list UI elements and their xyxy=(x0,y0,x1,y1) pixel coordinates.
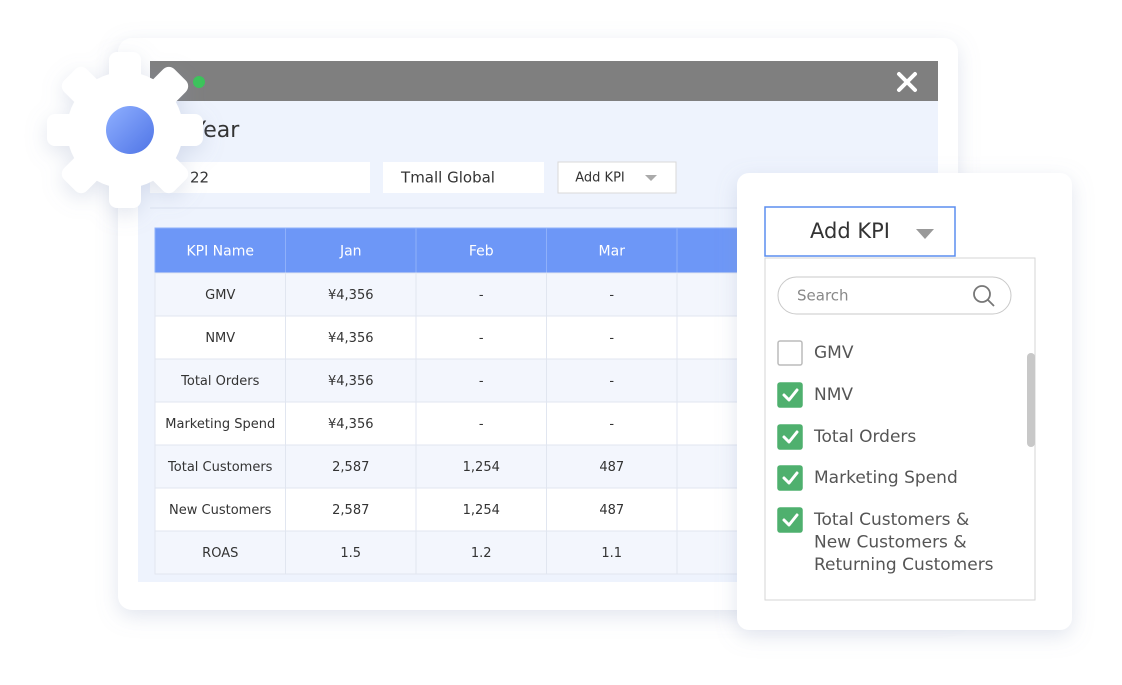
cell-text: 487 xyxy=(599,460,624,475)
cell-text: NMV xyxy=(205,331,235,346)
table-cell xyxy=(546,358,678,403)
table-cell xyxy=(546,487,678,532)
table-cell xyxy=(676,272,740,317)
cell-text: 1.2 xyxy=(471,546,492,561)
filter-label: Tmall Global xyxy=(400,169,495,187)
table-cell xyxy=(415,401,547,446)
checkmark xyxy=(782,513,799,527)
cell-text: - xyxy=(479,331,484,346)
filter-box[interactable] xyxy=(383,162,544,193)
option-label: Returning Customers xyxy=(814,555,994,575)
checkbox[interactable] xyxy=(777,382,803,408)
cell-text: - xyxy=(609,288,614,303)
table-cell xyxy=(415,315,547,360)
table-cell xyxy=(154,272,286,317)
checkmark xyxy=(782,388,799,402)
cell-text: 1.5 xyxy=(340,546,361,561)
header-cell xyxy=(415,227,547,274)
option-label: Marketing Spend xyxy=(814,468,958,488)
table-cell xyxy=(154,315,286,360)
checkmark xyxy=(782,430,799,444)
scrollbar xyxy=(1027,353,1035,447)
table-cell xyxy=(676,444,740,489)
table-cell xyxy=(285,358,417,403)
header-label: KPI Name xyxy=(186,244,254,260)
cell-text: ¥4,356 xyxy=(328,331,374,346)
table-cell xyxy=(415,358,547,403)
checkmark xyxy=(782,471,799,485)
search-icon xyxy=(973,285,995,307)
table-cell xyxy=(546,401,678,446)
cell-text: 2,587 xyxy=(332,503,369,518)
table-cell xyxy=(285,315,417,360)
gear-icon xyxy=(47,52,203,208)
dropdown-arrow xyxy=(916,229,934,239)
filter-label: Add KPI xyxy=(575,171,625,186)
table-cell xyxy=(285,401,417,446)
checkbox[interactable] xyxy=(777,507,803,533)
header-label: Mar xyxy=(599,244,626,260)
search-box[interactable] xyxy=(777,276,1012,315)
table-cell xyxy=(154,401,286,446)
table-cell xyxy=(676,530,740,575)
header-label: Feb xyxy=(469,244,494,260)
close-button[interactable] xyxy=(897,72,917,92)
option-label: New Customers & xyxy=(814,533,967,553)
cell-text: ROAS xyxy=(202,546,238,561)
cell-text: GMV xyxy=(205,288,235,303)
cell-text: - xyxy=(479,374,484,389)
cell-text: 1.1 xyxy=(601,546,622,561)
cell-text: 1,254 xyxy=(463,460,500,475)
cell-text: - xyxy=(479,288,484,303)
checkbox[interactable] xyxy=(777,340,803,366)
table-cell xyxy=(415,530,547,575)
cell-text: Total Orders xyxy=(180,374,259,389)
cell-text: ¥4,356 xyxy=(328,288,374,303)
cell-text: New Customers xyxy=(169,503,272,518)
header-label: Jan xyxy=(339,244,362,260)
option-label: GMV xyxy=(814,343,854,363)
cell-text: ¥4,356 xyxy=(328,374,374,389)
table-cell xyxy=(546,530,678,575)
add-kpi-label: Add KPI xyxy=(810,219,890,243)
option-label: Total Customers & xyxy=(813,510,969,530)
option-label: NMV xyxy=(814,385,853,405)
cell-text: 2,587 xyxy=(332,460,369,475)
cell-text: - xyxy=(479,417,484,432)
filter-box[interactable] xyxy=(557,161,677,194)
table-cell xyxy=(676,401,740,446)
checkbox[interactable] xyxy=(777,424,803,450)
header-cell xyxy=(676,227,740,274)
cell-text: Total Customers xyxy=(167,460,273,475)
cell-text: - xyxy=(609,417,614,432)
table-cell xyxy=(285,444,417,489)
table-cell xyxy=(676,487,740,532)
status-dot xyxy=(193,76,205,88)
cell-text: - xyxy=(609,331,614,346)
cell-text: 487 xyxy=(599,503,624,518)
cell-text: 1,254 xyxy=(463,503,500,518)
table-cell xyxy=(415,272,547,317)
cell-text: ¥4,356 xyxy=(328,417,374,432)
table-cell xyxy=(285,487,417,532)
title-bar xyxy=(150,61,938,101)
table-cell xyxy=(546,315,678,360)
table-cell xyxy=(285,530,417,575)
table-cell xyxy=(154,530,286,575)
cell-text: Marketing Spend xyxy=(165,417,275,432)
dropdown-list xyxy=(764,257,1036,601)
option-label: Total Orders xyxy=(813,427,916,447)
checkbox[interactable] xyxy=(777,465,803,491)
filter-arrow xyxy=(645,175,657,181)
cell-text: - xyxy=(609,374,614,389)
header-cell xyxy=(546,227,678,274)
table-cell xyxy=(154,487,286,532)
table-cell xyxy=(676,358,740,403)
filter-label: 22 xyxy=(190,169,209,187)
search-placeholder: Search xyxy=(797,287,849,305)
table-cell xyxy=(154,358,286,403)
table-cell xyxy=(285,272,417,317)
table-cell xyxy=(676,315,740,360)
